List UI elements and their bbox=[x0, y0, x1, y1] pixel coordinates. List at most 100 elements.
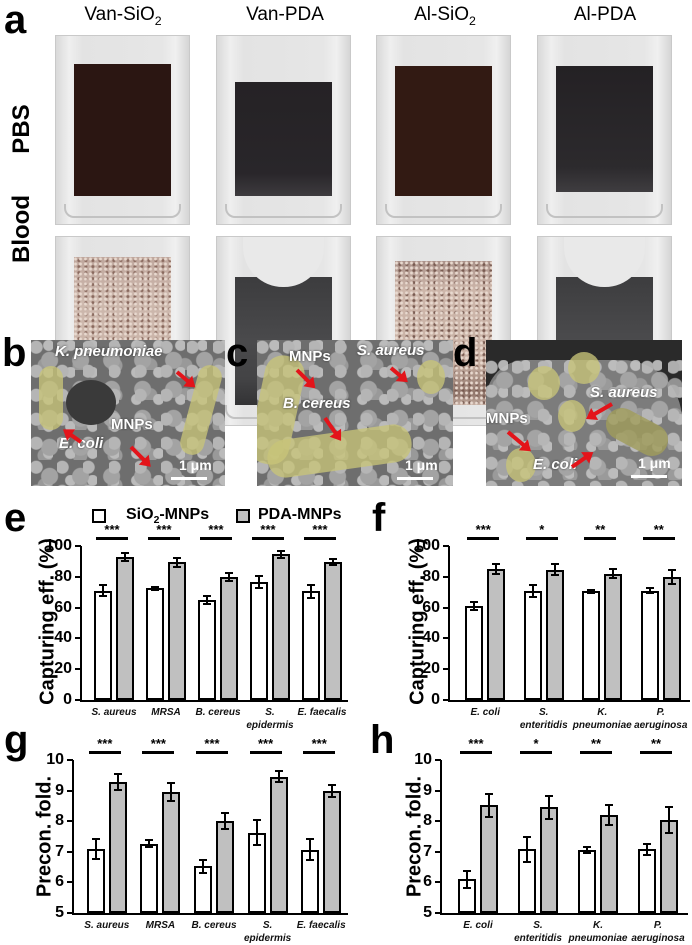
error-cap bbox=[583, 846, 591, 849]
error-cap bbox=[492, 573, 501, 576]
bacterium-s-aureus-overlay bbox=[417, 360, 445, 394]
y-tick-label: 6 bbox=[423, 873, 432, 891]
x-category-label: MRSA bbox=[145, 920, 176, 931]
error-cap bbox=[470, 601, 479, 604]
scale-bar bbox=[631, 475, 667, 478]
label-k-pneumoniae: K. pneumoniae bbox=[55, 343, 163, 360]
y-tick-label: 7 bbox=[55, 842, 64, 860]
y-tick-label: 9 bbox=[423, 781, 432, 799]
error-cap bbox=[550, 574, 559, 577]
error-cap bbox=[151, 585, 159, 588]
bar-sio2 bbox=[638, 849, 656, 913]
error-cap bbox=[307, 596, 315, 599]
significance-marker: ** bbox=[653, 522, 664, 537]
error-cap bbox=[470, 608, 479, 611]
y-tick-label: 80 bbox=[54, 567, 72, 585]
error-cap bbox=[306, 859, 315, 862]
column-title-al-sio2: Al-SiO2 bbox=[414, 4, 476, 28]
x-axis bbox=[80, 700, 348, 702]
x-category-label: E. coli bbox=[470, 707, 500, 718]
x-category-label: MRSA bbox=[151, 707, 181, 718]
bar-pda bbox=[540, 807, 558, 913]
y-tick bbox=[435, 912, 441, 914]
error-cap bbox=[643, 853, 651, 856]
vial-photo-pbs-van-sio2 bbox=[55, 35, 190, 225]
bar-pda bbox=[323, 791, 342, 913]
error-cap bbox=[528, 595, 537, 598]
y-tick-label: 60 bbox=[422, 598, 440, 616]
legend-swatch-pda bbox=[236, 509, 250, 523]
label-s-aureus: S. aureus bbox=[357, 342, 425, 359]
bar-pda bbox=[168, 562, 186, 700]
y-tick bbox=[67, 820, 73, 823]
significance-marker: *** bbox=[468, 736, 484, 751]
panel-letter-g: g bbox=[4, 718, 29, 762]
y-tick bbox=[75, 575, 81, 578]
bar-sio2 bbox=[578, 850, 596, 913]
bar-sio2 bbox=[140, 843, 159, 913]
error-cap bbox=[307, 584, 315, 587]
scale-bar-label: 1 μm bbox=[405, 457, 438, 473]
x-category-label: P. aeruginosa bbox=[631, 920, 685, 944]
error-cap bbox=[199, 872, 207, 875]
error-cap bbox=[121, 551, 129, 554]
y-tick bbox=[75, 606, 81, 609]
error-bar bbox=[646, 843, 648, 855]
error-bar bbox=[224, 812, 226, 830]
panel-letter-b: b bbox=[2, 331, 27, 375]
y-tick bbox=[435, 820, 441, 823]
bar-pda bbox=[600, 815, 618, 913]
vial-photo-pbs-al-pda bbox=[537, 35, 672, 225]
error-bar bbox=[94, 838, 97, 859]
bar-pda bbox=[272, 554, 290, 700]
y-tick bbox=[67, 912, 73, 914]
error-cap bbox=[277, 550, 285, 553]
y-tick bbox=[67, 881, 73, 884]
significance-bracket bbox=[142, 751, 175, 754]
y-axis bbox=[440, 760, 442, 915]
error-bar bbox=[332, 559, 334, 566]
bar-pda bbox=[324, 562, 342, 700]
error-cap bbox=[523, 835, 531, 838]
error-cap bbox=[255, 575, 263, 578]
bar-pda bbox=[220, 576, 238, 700]
error-cap bbox=[485, 815, 493, 818]
error-bar bbox=[612, 569, 615, 579]
bar-sio2 bbox=[198, 599, 216, 700]
error-bar bbox=[488, 793, 490, 817]
y-tick bbox=[435, 850, 441, 853]
error-cap bbox=[545, 794, 553, 797]
y-tick bbox=[75, 545, 81, 547]
error-bar bbox=[473, 602, 476, 610]
error-bar bbox=[148, 840, 151, 847]
significance-marker: *** bbox=[258, 736, 274, 751]
error-cap bbox=[167, 781, 176, 784]
error-cap bbox=[665, 832, 673, 835]
panel-letter-e: e bbox=[4, 496, 27, 540]
significance-bracket bbox=[584, 537, 617, 540]
significance-bracket bbox=[467, 537, 500, 540]
error-bar bbox=[170, 782, 173, 802]
error-cap bbox=[225, 571, 233, 574]
y-tick-label: 10 bbox=[414, 751, 432, 768]
x-category-label: E. coli bbox=[463, 920, 493, 931]
error-bar bbox=[206, 596, 208, 604]
bacterium-s-aureus-overlay bbox=[568, 352, 600, 384]
x-category-label: S. enteritidis bbox=[519, 707, 568, 731]
y-tick-label: 100 bbox=[45, 537, 72, 554]
y-tick bbox=[443, 575, 449, 578]
y-tick bbox=[435, 759, 441, 761]
bar-pda bbox=[480, 805, 498, 913]
error-cap bbox=[252, 819, 261, 822]
y-tick-label: 40 bbox=[422, 629, 440, 647]
significance-bracket bbox=[640, 751, 672, 754]
error-cap bbox=[145, 839, 154, 842]
x-category-label: E. faecalis bbox=[297, 707, 347, 718]
significance-marker: *** bbox=[260, 522, 276, 537]
error-cap bbox=[583, 852, 591, 855]
significance-marker: *** bbox=[150, 736, 166, 751]
significance-bracket bbox=[303, 751, 336, 754]
sem-image-c: MNPs S. aureus B. cereus 1 μm bbox=[257, 340, 453, 486]
label-e-coli: E. coli bbox=[59, 435, 104, 452]
error-bar bbox=[124, 552, 126, 561]
